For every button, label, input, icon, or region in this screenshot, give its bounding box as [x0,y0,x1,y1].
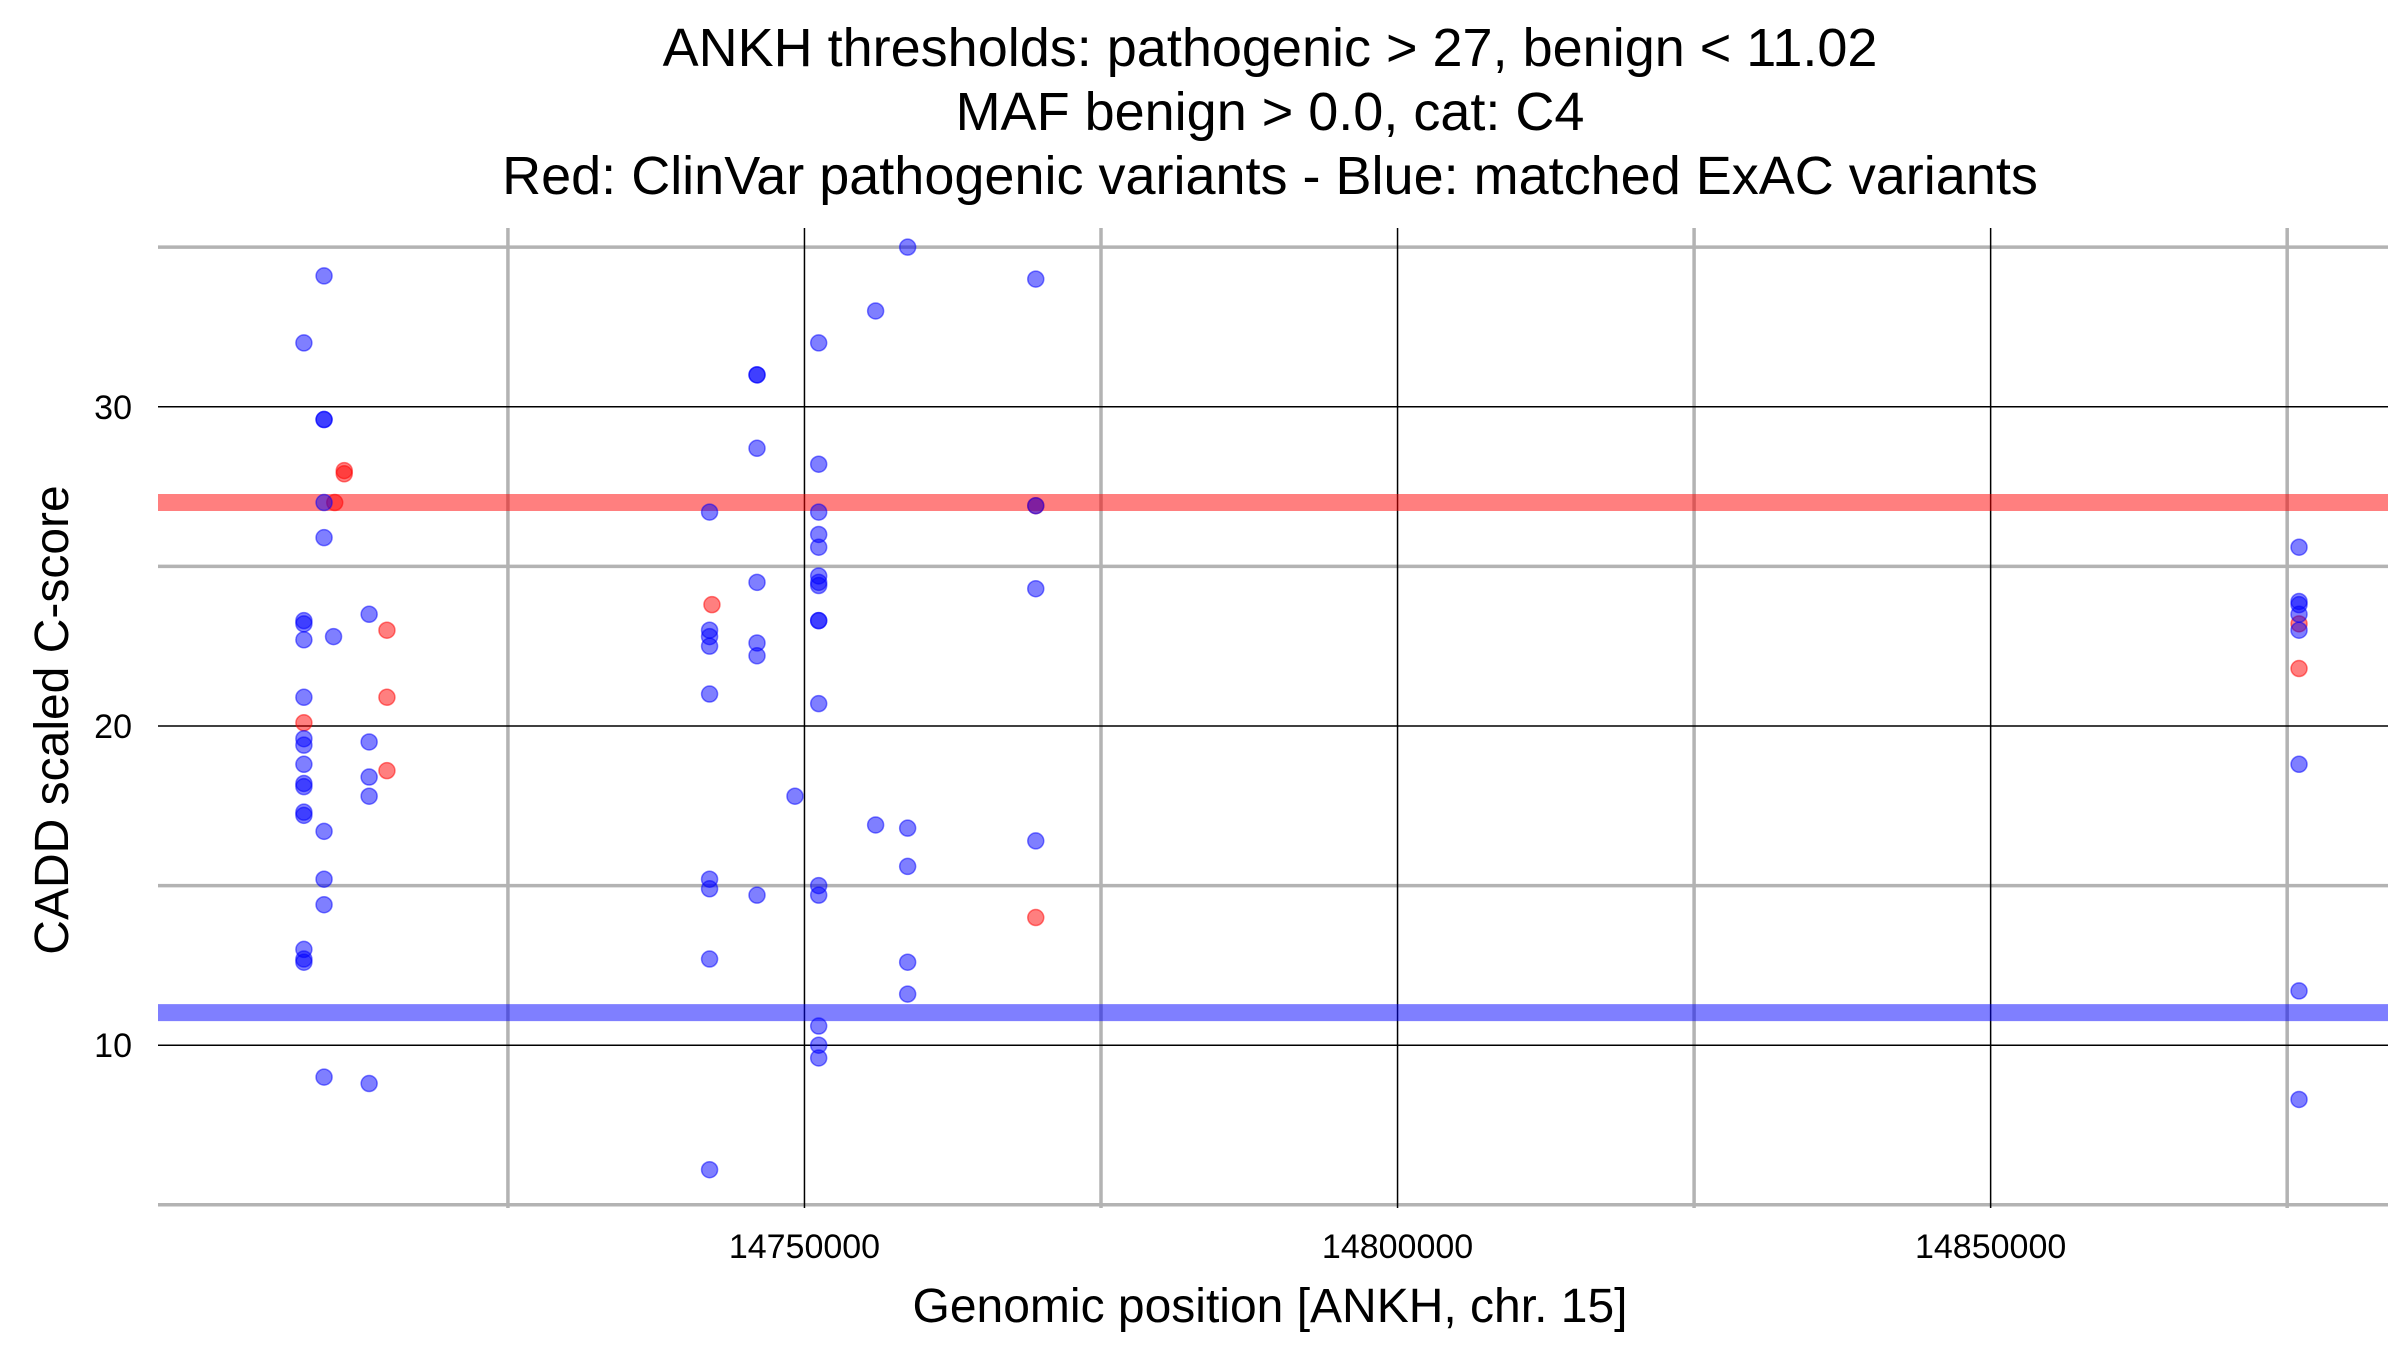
threshold-lines [158,494,2388,1022]
exac-point [315,870,333,888]
exac-point [2290,538,2308,556]
exac-point [866,816,885,834]
exac-point [1027,579,1045,598]
exac-point [295,615,313,633]
exac-point [898,819,917,837]
exac-point [315,410,333,429]
chart-title-line-2: MAF benign > 0.0, cat: C4 [956,82,1585,142]
exac-point [748,647,766,665]
y-tick-label: 30 [94,389,132,427]
clinvar-point [1027,908,1045,927]
exac-point [360,1074,378,1093]
clinvar-point [378,621,396,639]
exac-point [898,857,917,876]
clinvar-point [703,595,721,614]
y-tick-label: 20 [94,708,132,746]
exac-point [809,886,828,904]
exac-point [295,806,313,825]
exac-point [748,366,766,384]
exac-point [2290,1090,2308,1109]
clinvar-point [378,761,396,780]
exac-point [2290,982,2308,1000]
clinvar-point [295,714,313,732]
exac-point [786,787,804,805]
exac-point [315,493,333,512]
exac-point [2290,755,2308,774]
exac-point [295,334,313,352]
exac-point [898,953,917,971]
exac-point [809,1049,828,1067]
exac-point [700,880,719,898]
y-axis-title: CADD scaled C-score [26,485,79,954]
exac-point [809,576,828,595]
exac-point [295,953,313,971]
exac-point [809,334,828,352]
exac-point [360,733,378,751]
exac-point [809,1017,828,1035]
exac-point [295,755,313,774]
exac-point [360,605,378,624]
x-axis-title: Genomic position [ANKH, chr. 15] [913,1280,1628,1333]
exac-point [295,777,313,796]
exac-point [1027,496,1045,515]
exac-point [315,822,333,841]
exac-point [2290,605,2308,624]
exac-point [324,627,343,646]
x-tick-label: 14800000 [1322,1228,1473,1266]
exac-point [700,685,719,703]
exac-point [2290,621,2308,639]
exac-point [809,694,828,713]
clinvar-point [335,465,353,483]
exac-point [866,302,885,320]
clinvar-point [2290,659,2308,678]
exac-point [315,528,333,547]
grid-lines [158,228,2388,1208]
y-tick-label: 10 [94,1027,132,1065]
data-points [295,238,2308,1179]
exac-point [898,985,917,1003]
exac-point [1027,832,1045,850]
exac-point [809,538,828,556]
x-tick-label: 14750000 [729,1228,880,1266]
exac-point [295,688,313,707]
x-tick-label: 14850000 [1915,1228,2066,1266]
exac-point [748,573,766,592]
exac-point [360,787,378,805]
clinvar-point [378,688,396,707]
exac-point [809,455,828,473]
exac-point [700,1160,719,1179]
exac-point [295,736,313,754]
exac-point [700,950,719,968]
exac-point [315,267,333,285]
exac-point [809,503,828,521]
chart-title-line-3: Red: ClinVar pathogenic variants - Blue:… [502,146,2038,206]
exac-point [1027,270,1045,288]
exac-point [748,439,766,458]
chart-title-line-1: ANKH thresholds: pathogenic > 27, benign… [663,18,1878,78]
exac-point [315,895,333,914]
exac-point [295,631,313,649]
exac-point [700,503,719,521]
exac-point [898,238,917,256]
tick-labels: 14750000 14800000 14850000 10 20 30 [94,389,2066,1266]
exac-point [315,1068,333,1086]
exac-point [748,886,766,904]
exac-point [700,637,719,655]
exac-point [360,768,378,786]
exac-point [809,611,828,630]
